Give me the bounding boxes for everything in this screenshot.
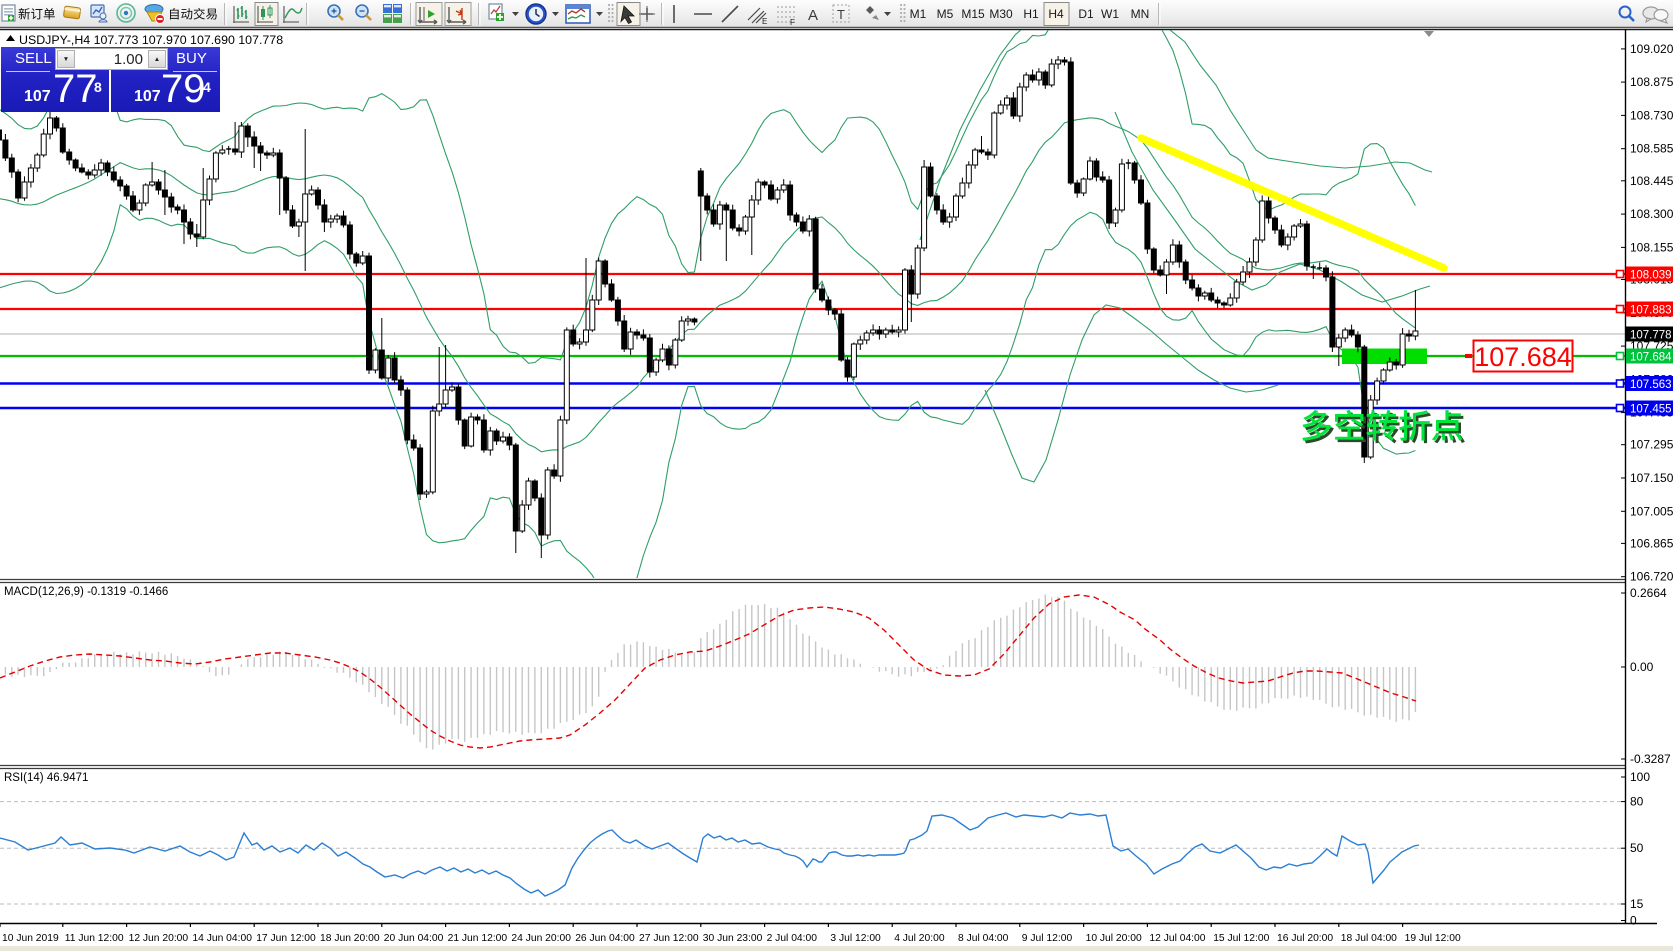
svg-text:108.585: 108.585 [1630,142,1673,156]
svg-text:107.778: 107.778 [1630,330,1672,342]
svg-text:T: T [837,7,845,22]
svg-text:107.455: 107.455 [1630,404,1672,416]
svg-text:F: F [790,18,795,27]
svg-text:12 Jul 04:00: 12 Jul 04:00 [1149,933,1205,944]
svg-text:106.865: 106.865 [1630,536,1673,550]
svg-text:16 Jul 20:00: 16 Jul 20:00 [1277,933,1333,944]
svg-text:24 Jun 20:00: 24 Jun 20:00 [511,933,571,944]
svg-text:107.684: 107.684 [1630,352,1672,364]
svg-text:50: 50 [1630,841,1644,855]
svg-text:109.020: 109.020 [1630,42,1673,56]
svg-text:108.300: 108.300 [1630,207,1673,221]
svg-text:0.2664: 0.2664 [1630,586,1667,600]
svg-text:0.00: 0.00 [1630,660,1654,674]
svg-text:MN: MN [1131,7,1150,21]
svg-text:100: 100 [1630,770,1650,784]
svg-text:USDJPY-,H4 107.773 107.970 10: USDJPY-,H4 107.773 107.970 107.690 107.7… [19,33,283,47]
svg-text:108.730: 108.730 [1630,108,1673,122]
svg-text:M30: M30 [989,7,1013,21]
svg-text:W1: W1 [1101,7,1119,21]
svg-text:107.684: 107.684 [1474,342,1572,372]
svg-text:8 Jul 04:00: 8 Jul 04:00 [958,933,1009,944]
svg-text:107.295: 107.295 [1630,438,1673,452]
svg-text:3 Jul 12:00: 3 Jul 12:00 [830,933,881,944]
svg-text:108.875: 108.875 [1630,75,1673,89]
svg-text:15 Jul 12:00: 15 Jul 12:00 [1213,933,1269,944]
svg-text:M15: M15 [961,7,985,21]
svg-text:108.039: 108.039 [1630,270,1672,282]
svg-text:107.150: 107.150 [1630,471,1673,485]
svg-text:H1: H1 [1023,7,1039,21]
svg-text:107.563: 107.563 [1630,379,1672,391]
svg-text:30 Jun 23:00: 30 Jun 23:00 [703,933,763,944]
svg-text:21 Jun 12:00: 21 Jun 12:00 [448,933,508,944]
svg-text:108.155: 108.155 [1630,240,1673,254]
svg-text:D1: D1 [1078,7,1094,21]
svg-text:15: 15 [1630,897,1644,911]
svg-text:19 Jul 12:00: 19 Jul 12:00 [1405,933,1461,944]
svg-text:11 Jun 12:00: 11 Jun 12:00 [65,933,124,944]
svg-text:107.005: 107.005 [1630,504,1673,518]
svg-text:A: A [808,7,818,24]
svg-text:18 Jun 20:00: 18 Jun 20:00 [320,933,380,944]
svg-text:80: 80 [1630,795,1644,809]
svg-text:26 Jun 04:00: 26 Jun 04:00 [575,933,635,944]
svg-text:M1: M1 [910,7,927,21]
svg-text:H4: H4 [1048,7,1064,21]
svg-text:18 Jul 04:00: 18 Jul 04:00 [1341,933,1397,944]
svg-text:2 Jul 04:00: 2 Jul 04:00 [767,933,818,944]
svg-text:12 Jun 20:00: 12 Jun 20:00 [129,933,189,944]
svg-text:-0.3287: -0.3287 [1630,752,1671,766]
svg-text:107.883: 107.883 [1630,305,1672,317]
svg-text:106.720: 106.720 [1630,570,1673,584]
svg-text:10 Jul 20:00: 10 Jul 20:00 [1086,933,1142,944]
svg-text:RSI(14) 46.9471: RSI(14) 46.9471 [4,772,88,784]
svg-text:17 Jun 12:00: 17 Jun 12:00 [256,933,316,944]
svg-text:108.445: 108.445 [1630,174,1673,188]
svg-text:20 Jun 04:00: 20 Jun 04:00 [384,933,444,944]
svg-text:10 Jun 2019: 10 Jun 2019 [2,933,59,944]
svg-text:0: 0 [1630,914,1637,928]
svg-text:27 Jun 12:00: 27 Jun 12:00 [639,933,699,944]
svg-text:14 Jun 04:00: 14 Jun 04:00 [192,933,252,944]
svg-text:4 Jul 20:00: 4 Jul 20:00 [894,933,945,944]
svg-text:9 Jul 12:00: 9 Jul 12:00 [1022,933,1073,944]
svg-text:MACD(12,26,9) -0.1319 -0.1466: MACD(12,26,9) -0.1319 -0.1466 [4,586,168,598]
svg-text:M5: M5 [937,7,954,21]
svg-text:E: E [762,17,767,26]
